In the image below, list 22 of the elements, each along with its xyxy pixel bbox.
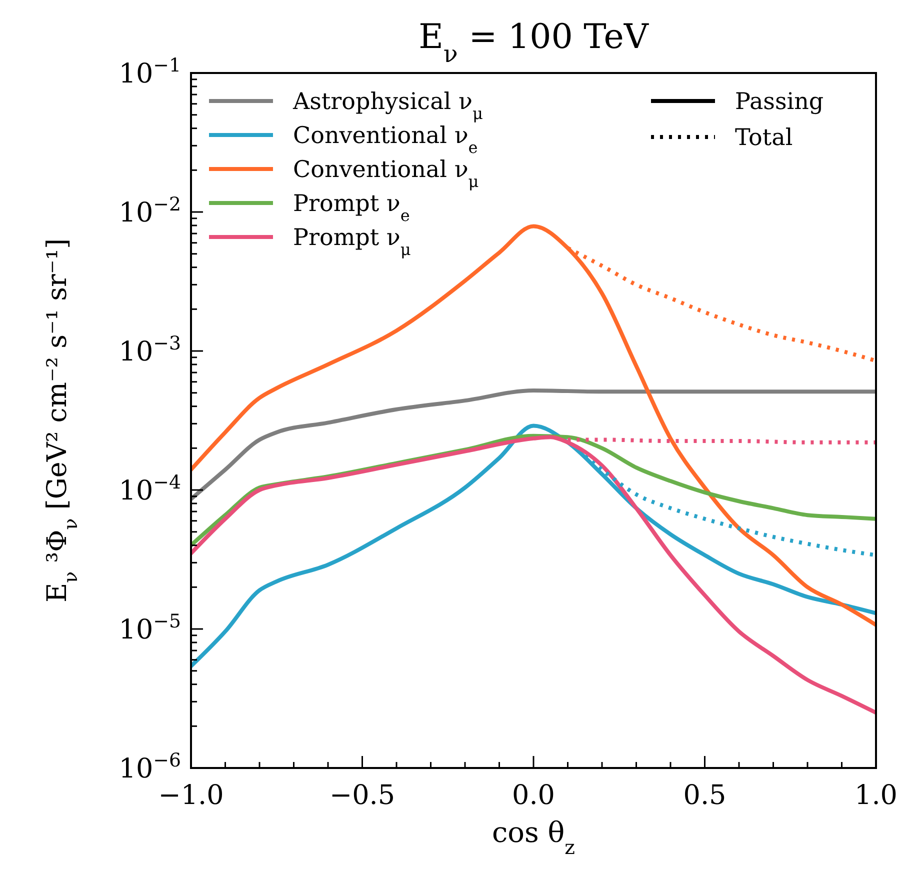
line-series xyxy=(191,435,876,715)
x-tick-label: 0.0 xyxy=(512,780,555,811)
y-tick-label: 10$^{−3}$ xyxy=(118,332,181,368)
annotation: Passing xyxy=(735,89,824,116)
y-tick-label: 10$^{−2}$ xyxy=(118,193,181,228)
line-series xyxy=(191,224,876,627)
line-series xyxy=(191,388,876,502)
legend-label: Conventional ν$_{μ}$ xyxy=(293,157,479,191)
x-tick-label: −0.5 xyxy=(329,780,396,811)
y-tick-label: 10$^{−4}$ xyxy=(118,471,181,506)
line-series xyxy=(191,424,876,668)
legend-label: Prompt ν$_{e}$ xyxy=(293,191,410,225)
x-axis-title: cos θ$_{z}$ xyxy=(492,816,575,858)
annotation: Total xyxy=(735,125,793,152)
x-tick-label: 1.0 xyxy=(854,780,898,811)
legend-label: Prompt ν$_{μ}$ xyxy=(293,225,411,259)
x-tick-label: 0.5 xyxy=(683,780,726,811)
y-tick-label: 10$^{−1}$ xyxy=(118,54,181,90)
legend-label: Conventional ν$_{e}$ xyxy=(293,123,478,157)
legend-label: Astrophysical ν$_{μ}$ xyxy=(292,89,483,123)
chart-title: E$_{ν}$ = 100 TeV xyxy=(418,17,650,68)
y-tick-label: 10$^{−5}$ xyxy=(118,610,181,646)
